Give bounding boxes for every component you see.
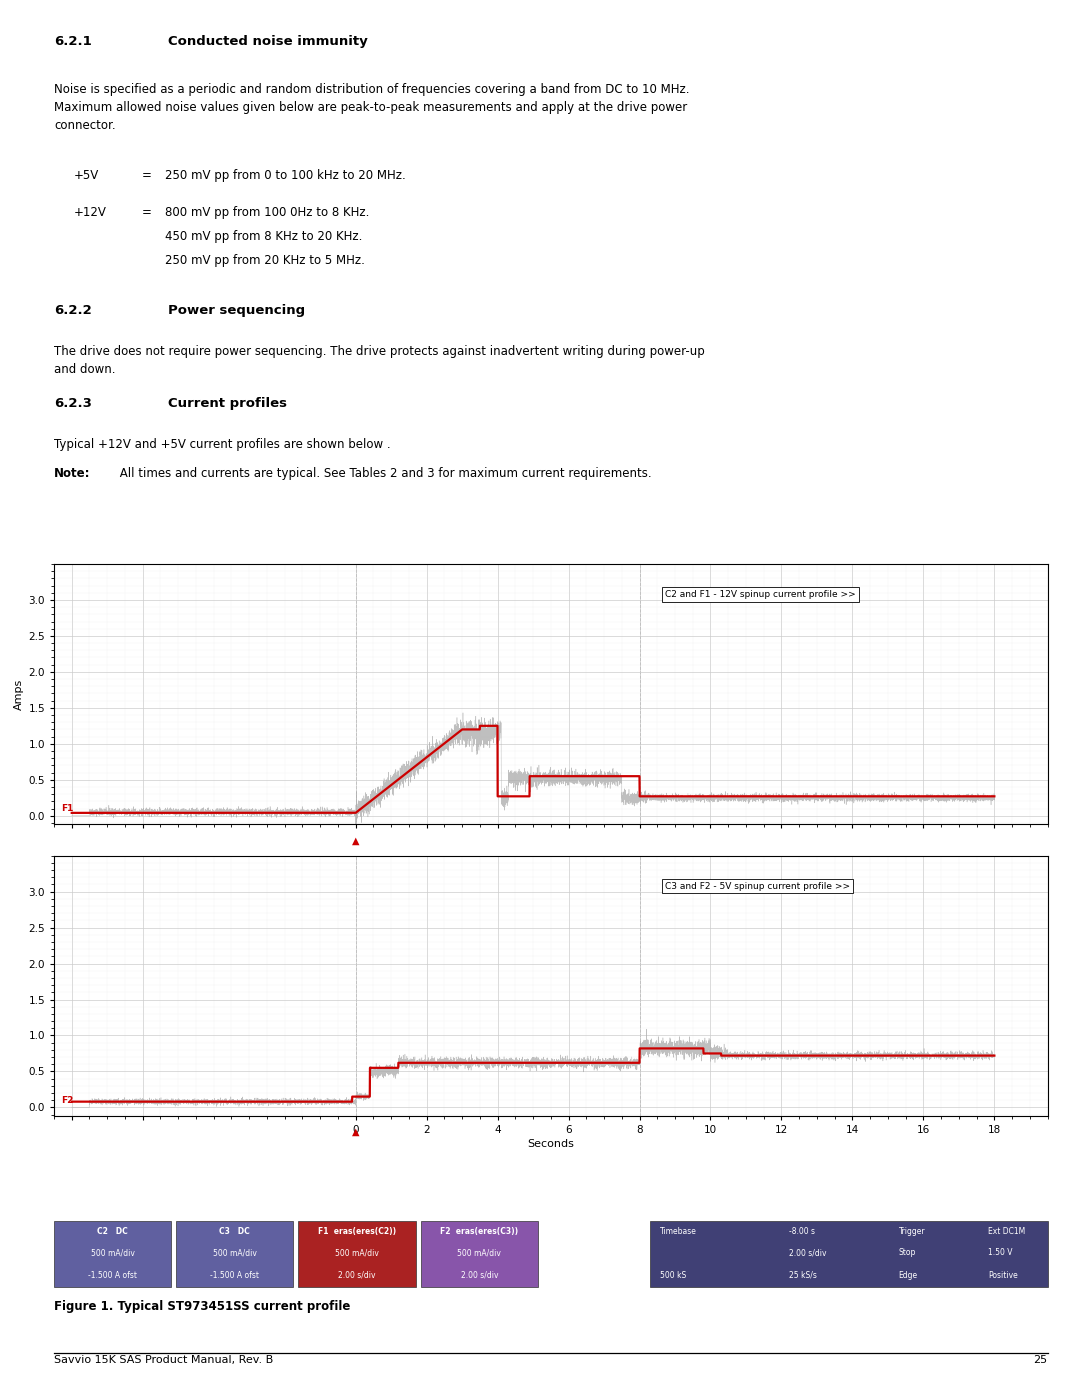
X-axis label: Seconds: Seconds xyxy=(527,1139,575,1150)
Text: The drive does not require power sequencing. The drive protects against inadvert: The drive does not require power sequenc… xyxy=(54,345,705,376)
Text: C2 and F1 - 12V spinup current profile >>: C2 and F1 - 12V spinup current profile >… xyxy=(665,590,855,599)
Text: ▲: ▲ xyxy=(352,1127,360,1137)
Text: F1  eras(eres(C2)): F1 eras(eres(C2)) xyxy=(318,1227,396,1236)
Text: C3   DC: C3 DC xyxy=(219,1227,251,1236)
Text: C2   DC: C2 DC xyxy=(97,1227,129,1236)
Text: 500 mA/div: 500 mA/div xyxy=(335,1248,379,1257)
Text: Current profiles: Current profiles xyxy=(168,397,287,411)
Text: 500 mA/div: 500 mA/div xyxy=(91,1248,135,1257)
Text: 2.00 s/div: 2.00 s/div xyxy=(789,1248,827,1257)
Text: 500 mA/div: 500 mA/div xyxy=(213,1248,257,1257)
FancyBboxPatch shape xyxy=(298,1221,416,1287)
Text: 2.00 s/div: 2.00 s/div xyxy=(338,1271,376,1280)
Text: -8.00 s: -8.00 s xyxy=(789,1227,815,1236)
FancyBboxPatch shape xyxy=(420,1221,538,1287)
Text: =: = xyxy=(141,169,151,183)
Text: F2  eras(eres(C3)): F2 eras(eres(C3)) xyxy=(441,1227,518,1236)
Text: -1.500 A ofst: -1.500 A ofst xyxy=(211,1271,259,1280)
Text: 450 mV pp from 8 KHz to 20 KHz.: 450 mV pp from 8 KHz to 20 KHz. xyxy=(165,231,363,243)
Text: Typical +12V and +5V current profiles are shown below .: Typical +12V and +5V current profiles ar… xyxy=(54,439,391,451)
Text: Figure 1. Typical ST973451SS current profile: Figure 1. Typical ST973451SS current pro… xyxy=(54,1299,350,1313)
Text: 2.00 s/div: 2.00 s/div xyxy=(460,1271,498,1280)
FancyBboxPatch shape xyxy=(650,1221,1048,1287)
Text: Savvio 15K SAS Product Manual, Rev. B: Savvio 15K SAS Product Manual, Rev. B xyxy=(54,1355,273,1365)
Text: 500 mA/div: 500 mA/div xyxy=(457,1248,501,1257)
Text: F1: F1 xyxy=(62,803,73,813)
Text: Note:: Note: xyxy=(54,467,91,479)
Text: 25 kS/s: 25 kS/s xyxy=(789,1271,818,1280)
Text: +12V: +12V xyxy=(73,207,107,219)
Text: 6.2.2: 6.2.2 xyxy=(54,305,92,317)
Text: Positive: Positive xyxy=(988,1271,1017,1280)
Text: Noise is specified as a periodic and random distribution of frequencies covering: Noise is specified as a periodic and ran… xyxy=(54,82,689,131)
Text: 1.50 V: 1.50 V xyxy=(988,1248,1012,1257)
Text: -1.500 A ofst: -1.500 A ofst xyxy=(89,1271,137,1280)
Text: Power sequencing: Power sequencing xyxy=(168,305,306,317)
FancyBboxPatch shape xyxy=(176,1221,294,1287)
Text: C3 and F2 - 5V spinup current profile >>: C3 and F2 - 5V spinup current profile >> xyxy=(665,882,850,891)
Text: F2: F2 xyxy=(62,1095,73,1105)
Text: Stop: Stop xyxy=(899,1248,916,1257)
Y-axis label: Amps: Amps xyxy=(14,679,24,710)
Text: 6.2.1: 6.2.1 xyxy=(54,35,92,47)
FancyBboxPatch shape xyxy=(54,1221,172,1287)
Text: 500 kS: 500 kS xyxy=(660,1271,687,1280)
Text: +5V: +5V xyxy=(73,169,99,183)
Text: All times and currents are typical. See Tables 2 and 3 for maximum current requi: All times and currents are typical. See … xyxy=(116,467,651,479)
Text: 800 mV pp from 100 0Hz to 8 KHz.: 800 mV pp from 100 0Hz to 8 KHz. xyxy=(165,207,369,219)
Text: Timebase: Timebase xyxy=(660,1227,697,1236)
Text: Edge: Edge xyxy=(899,1271,918,1280)
Text: ▲: ▲ xyxy=(352,835,360,845)
Text: =: = xyxy=(141,207,151,219)
Text: Ext DC1M: Ext DC1M xyxy=(988,1227,1025,1236)
Text: 250 mV pp from 20 KHz to 5 MHz.: 250 mV pp from 20 KHz to 5 MHz. xyxy=(165,254,365,267)
Text: 25: 25 xyxy=(1034,1355,1048,1365)
Text: Conducted noise immunity: Conducted noise immunity xyxy=(168,35,368,47)
Text: Trigger: Trigger xyxy=(899,1227,926,1236)
Text: 250 mV pp from 0 to 100 kHz to 20 MHz.: 250 mV pp from 0 to 100 kHz to 20 MHz. xyxy=(165,169,406,183)
Text: 6.2.3: 6.2.3 xyxy=(54,397,92,411)
